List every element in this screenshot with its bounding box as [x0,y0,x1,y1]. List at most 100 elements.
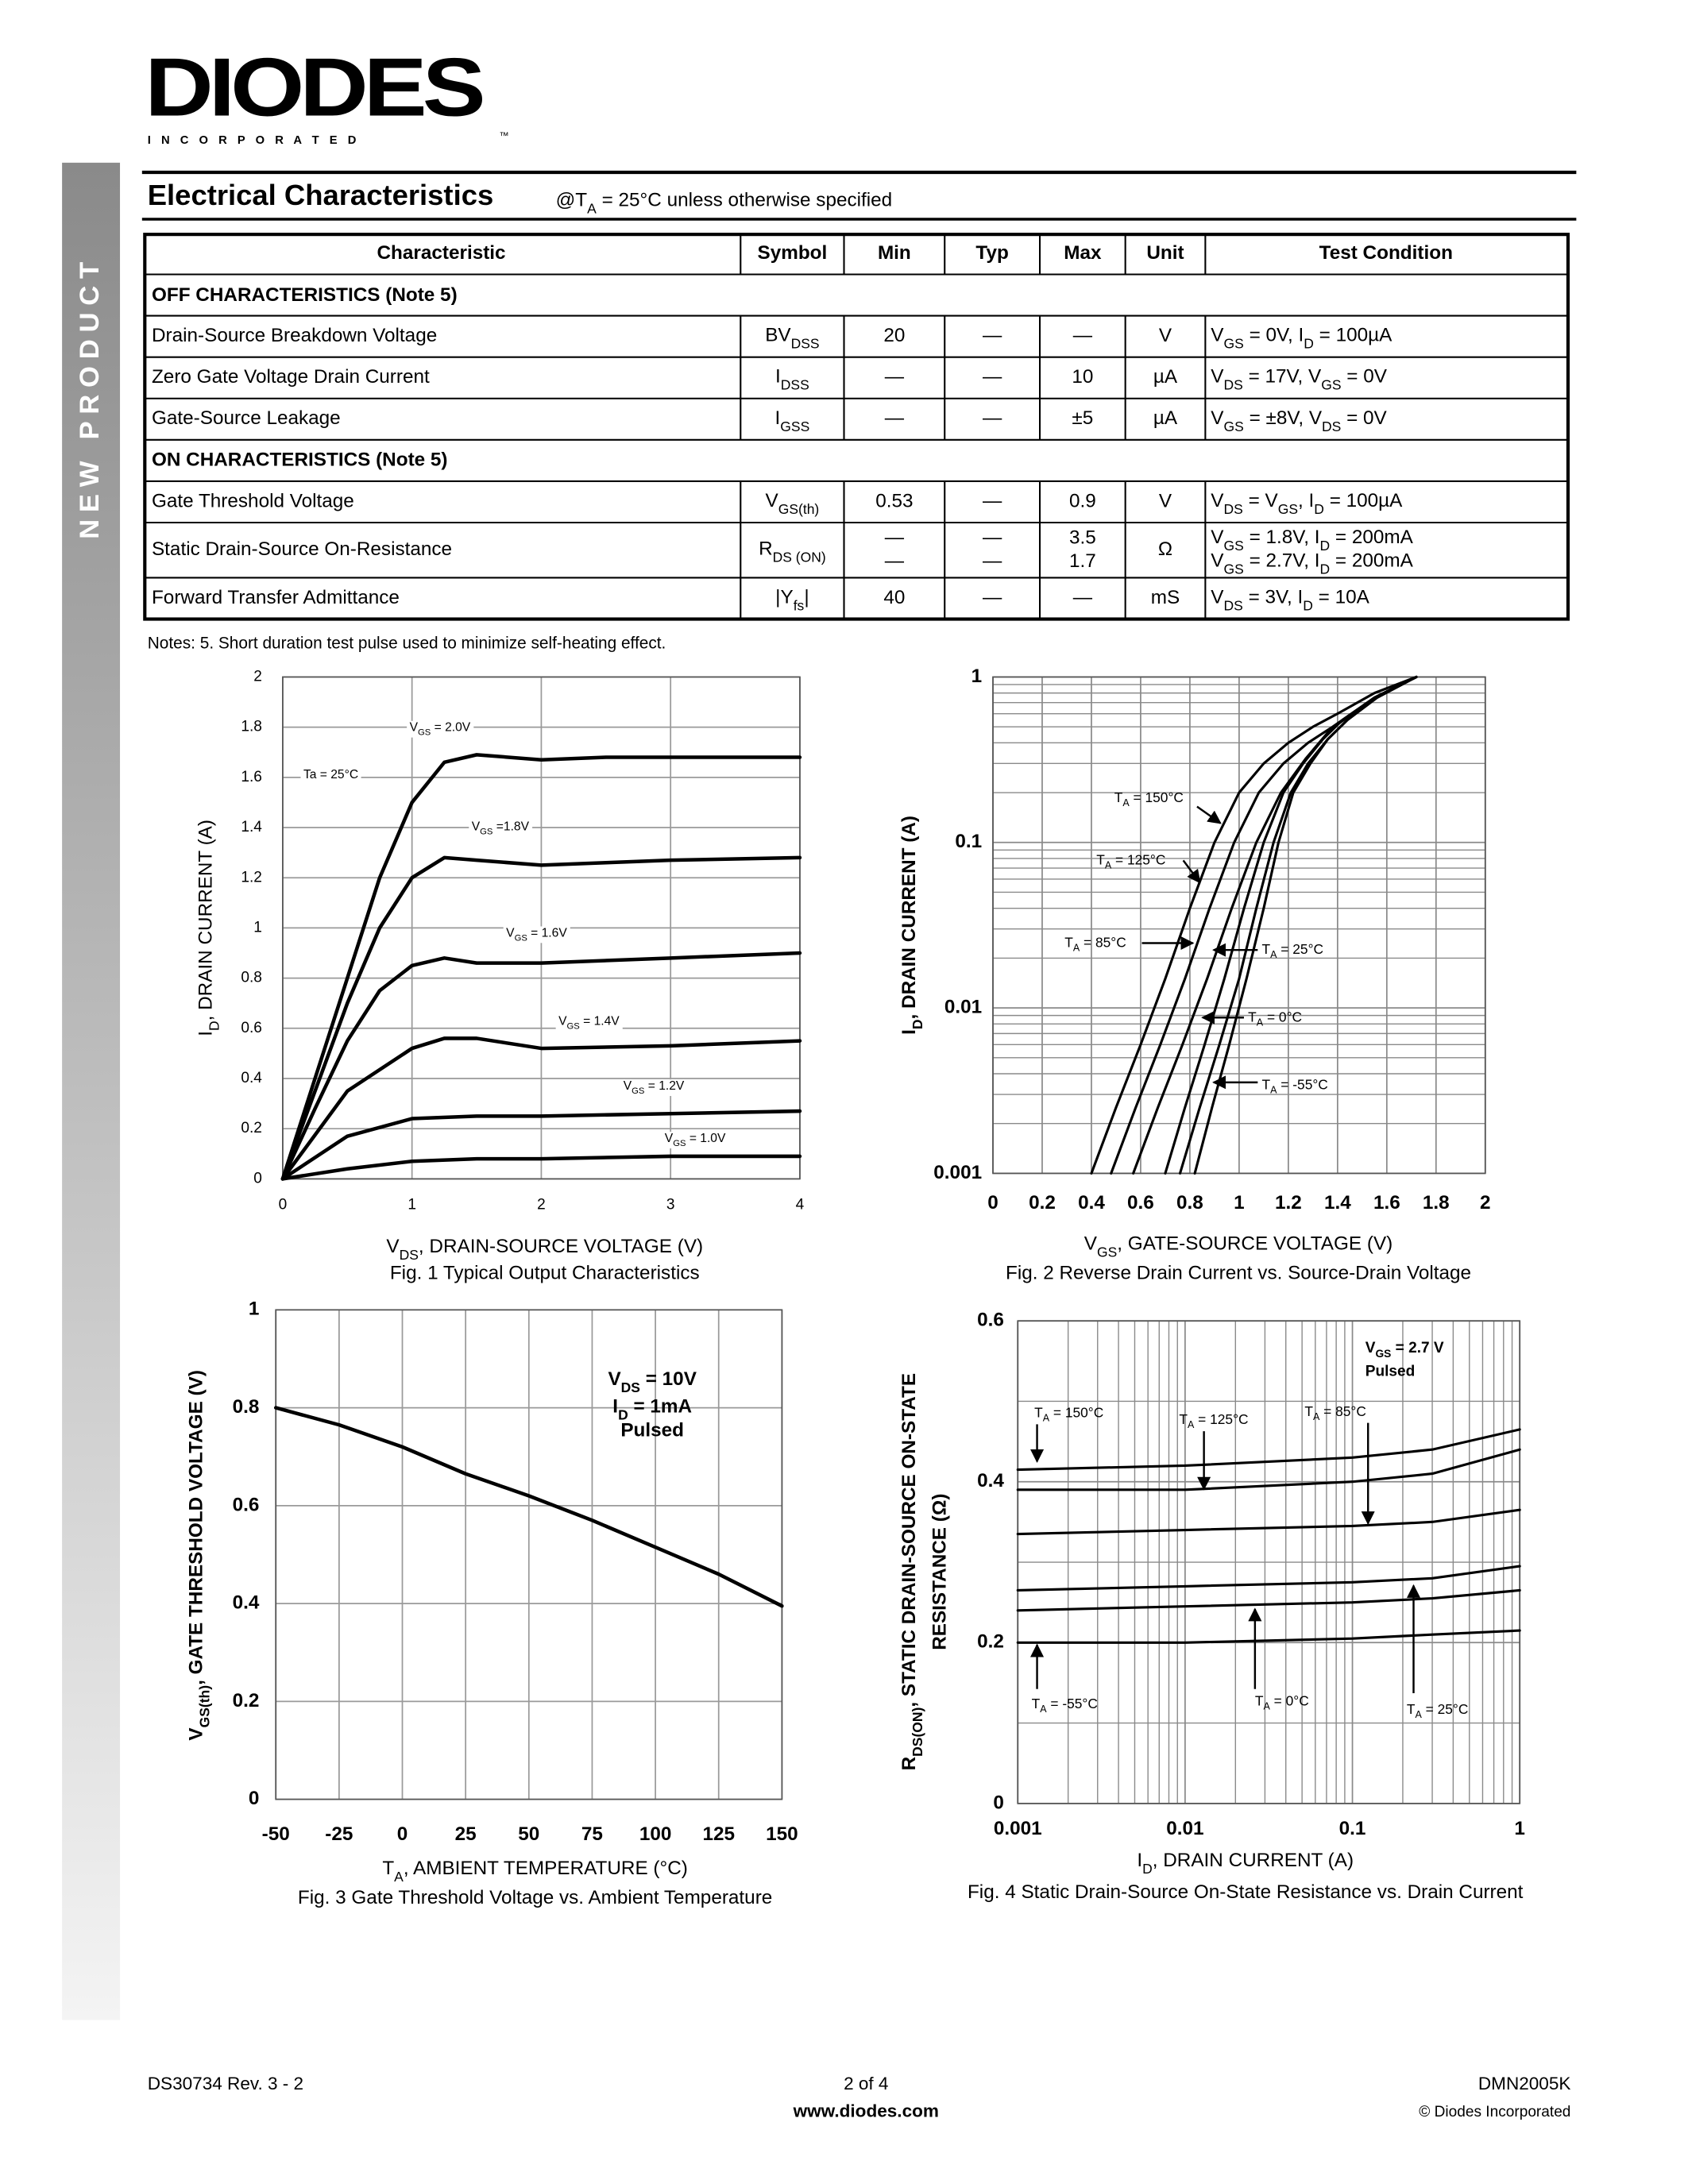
logo: DIODES [145,41,482,133]
y-tick-label: 1.4 [241,819,262,835]
series-label-sub: A [1270,949,1277,960]
series-label-part: V [558,1015,567,1028]
y-axis-label-part: I [898,1029,920,1035]
y-axis-label-sub: DS(ON) [909,1707,925,1757]
label-background [555,1014,623,1032]
series-label-sub: A [1073,943,1080,954]
table-cell: — [983,490,1002,511]
x-axis-label-sub: A [394,1869,404,1885]
table-cell-part: = 100µA [1324,490,1403,511]
table-cell: — [983,587,1002,608]
series-label: TA = -55°C [1032,1695,1098,1715]
series-label-sub: GS [418,728,431,738]
series-label: TA = 85°C [1304,1403,1366,1422]
series-label-part: T [1096,851,1105,867]
x-axis-label: VGS, GATE-SOURCE VOLTAGE (V) [1084,1233,1393,1260]
annotation: Pulsed [1365,1363,1416,1379]
data-line [1016,1428,1521,1472]
x-tick-label: -25 [325,1823,353,1845]
annotation-sub: D [618,1406,628,1422]
column-header: Max [1064,242,1102,264]
x-axis-label-part: V [386,1237,400,1258]
table-cell: — [885,527,905,548]
series-label: TA = 125°C [1096,851,1165,871]
series-label: VGS = 1.4V [558,1015,620,1032]
table-cell-sub: DSS [791,335,820,351]
x-tick-label: 0.01 [1166,1818,1203,1839]
series-label-part: =1.8V [492,820,529,834]
annotation-part: = 10V [640,1368,697,1390]
series-label-sub: A [1188,1419,1195,1430]
figure-caption: Fig. 1 Typical Output Characteristics [390,1263,700,1284]
y-tick-label: 0.6 [977,1310,1004,1331]
x-tick-label: 1.4 [1324,1192,1351,1214]
series-label-part: = 1.0V [686,1132,725,1145]
series-label: VGS =1.8V [472,820,530,837]
series-label: TA = 150°C [1114,789,1184,809]
y-tick-label: 0.2 [233,1690,260,1711]
series-label-part: V [506,926,515,940]
table-cell: 20 [883,325,905,346]
table-cell-part: | [804,587,809,608]
series-label-sub: A [1263,1701,1270,1712]
data-line [280,1109,802,1181]
table-cell-sub: DS (ON) [773,549,826,565]
table-cell: — [983,325,1002,346]
data-line [1016,1588,1521,1612]
table-cell-sub: DS [1322,418,1341,434]
table-cell: µA [1153,407,1178,429]
label-background [407,720,474,738]
series-label-part: = 85°C [1319,1403,1366,1418]
series-label: VGS = 1.2V [624,1079,685,1096]
y-tick-label: 0.6 [241,1020,262,1036]
data-line [280,855,802,1181]
section-condition-sub: A [587,200,597,216]
x-axis-label-part: , GATE-SOURCE VOLTAGE (V) [1117,1233,1393,1255]
y-tick-label: 1.2 [241,869,262,886]
table-cell-part: V [766,490,779,511]
section-title: Electrical Characteristics [148,179,493,211]
table-cell-part: V [1211,490,1224,511]
table-cell: VGS = 1.8V, ID = 200mA [1211,527,1413,553]
table-cell: 0.53 [875,490,913,511]
x-tick-label: 0 [987,1192,999,1214]
x-axis-label-part: , DRAIN-SOURCE VOLTAGE (V) [419,1237,703,1258]
table-cell-part: = 200mA [1330,550,1413,572]
series-label-part: = -55°C [1277,1076,1327,1092]
table-cell-part: |Y [775,587,794,608]
plot-frame [275,1309,783,1800]
x-axis-label: TA, AMBIENT TEMPERATURE (°C) [382,1858,688,1885]
annotation-part: I [612,1396,618,1418]
table-cell-part: = 0V [1341,407,1387,429]
data-line [1016,1448,1521,1491]
series-label: TA = -55°C [1262,1076,1328,1096]
table-cell-part: V [1211,527,1224,548]
notes: Notes: 5. Short duration test pulse used… [148,634,666,652]
footer-page: 2 of 4 [844,2074,888,2093]
table-cell-part: V [1211,325,1224,346]
table-cell-part: = V [1243,490,1279,511]
label-background [503,926,570,943]
table-cell: VDS = VGS, ID = 100µA [1211,490,1403,516]
table-cell-part: , I [1298,490,1314,511]
table-cell-sub: DS [1224,597,1243,613]
series-label-part: = 125°C [1111,851,1165,867]
table-cell-sub: DS [1224,501,1243,517]
series-label: TA = 25°C [1407,1700,1469,1720]
x-tick-label: 1 [408,1196,416,1213]
table-cell-sub: GS [1224,561,1244,577]
table-cell: VDS = 3V, ID = 10A [1211,587,1369,613]
x-axis-label-part: , DRAIN CURRENT (A) [1153,1850,1354,1871]
table-cell-sub: GS(th) [778,501,820,517]
y-tick-label: 0 [253,1170,262,1187]
table-cell-sub: D [1304,335,1314,351]
series-label: TA = 150°C [1034,1404,1103,1424]
table-cell: 0.9 [1069,490,1096,511]
x-tick-label: 0.8 [1176,1192,1203,1214]
table-cell-part: = 10A [1313,587,1370,608]
table-frame [143,233,1570,621]
x-tick-label: 50 [518,1823,539,1845]
footer-copyright: © Diodes Incorporated [1419,2104,1570,2120]
annotation-part: = 1mA [628,1396,692,1418]
